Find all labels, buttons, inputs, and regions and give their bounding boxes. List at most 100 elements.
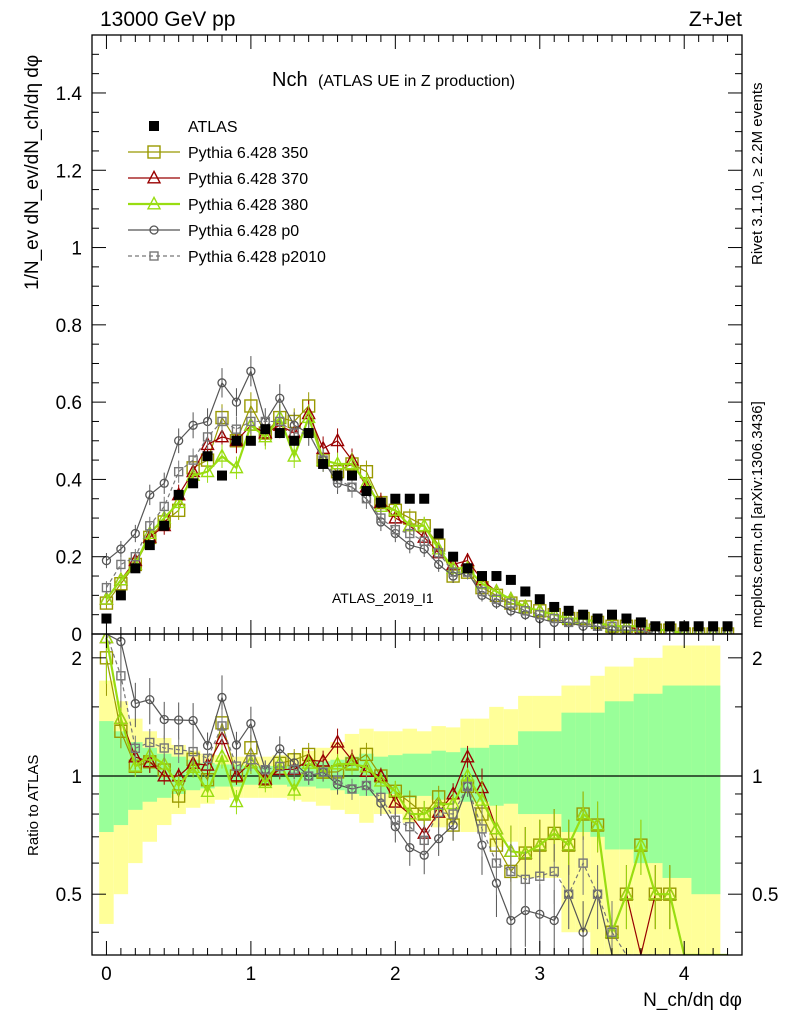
data-point-atlas — [621, 613, 632, 624]
point-pythia-6-428-p2010 — [621, 625, 632, 634]
y-tick-label: 1.4 — [56, 84, 83, 105]
y-tick-label: 1.2 — [56, 161, 82, 182]
point-pythia-6-428-p0 — [145, 490, 155, 500]
data-point-atlas — [419, 493, 430, 504]
ratio-point-pythia-6-428-380 — [200, 783, 215, 798]
ratio-band-inner — [677, 685, 692, 878]
data-point-atlas — [318, 458, 329, 469]
point-pythia-6-428-p2010 — [202, 432, 213, 442]
point-pythia-6-428-p0 — [231, 397, 242, 407]
ratio-point-pythia-6-428-p0 — [506, 915, 516, 926]
data-point-atlas — [274, 428, 285, 439]
ratio-point-pythia-6-428-p2010 — [116, 671, 126, 681]
ratio-point-pythia-6-428-p2010 — [361, 780, 372, 791]
ratio-point-pythia-6-428-p0 — [246, 718, 256, 729]
data-point-atlas — [462, 563, 473, 574]
ratio-band-inner — [547, 731, 562, 815]
point-pythia-6-428-p2010 — [188, 455, 198, 465]
ratio-y-tick-label: 0.5 — [56, 885, 82, 906]
ratio-point-pythia-6-428-380 — [214, 748, 230, 762]
ratio-point-pythia-6-428-p2010 — [332, 775, 343, 785]
legend: ATLAS Pythia 6.428 350 Pythia 6.428 370 Pyt… — [128, 119, 326, 266]
point-pythia-6-428-p2010 — [549, 613, 559, 624]
data-point-atlas — [245, 435, 256, 446]
ratio-line-pythia-6-428-p0 — [106, 634, 728, 955]
ratio-band-inner — [590, 712, 605, 837]
point-pythia-6-428-380 — [99, 591, 114, 605]
ratio-point-pythia-6-428-p2010 — [289, 764, 299, 775]
ratio-point-pythia-6-428-p0 — [159, 714, 169, 725]
ratio-point-pythia-6-428-380 — [619, 886, 634, 900]
ratio-point-pythia-6-428-p2010 — [462, 781, 473, 792]
ratio-point-pythia-6-428-380 — [330, 755, 345, 770]
data-point-atlas — [202, 451, 213, 462]
ratio-point-pythia-6-428-p2010 — [173, 745, 184, 755]
data-point-atlas — [144, 540, 155, 551]
data-point-atlas — [390, 493, 401, 504]
ratio-point-pythia-6-428-p2010 — [578, 858, 588, 868]
point-pythia-6-428-p2010 — [173, 466, 184, 477]
point-pythia-6-428-380 — [388, 502, 403, 516]
data-point-atlas — [592, 613, 603, 624]
ratio-point-pythia-6-428-p2010 — [275, 761, 285, 772]
data-point-atlas — [115, 590, 126, 601]
axes-layer: 0 0.2 0.4 0.6 0.8 1 1.2 1.4 0 1 2 3 4 0.5 0.5 1 1 2 2 — [56, 34, 778, 985]
x-tick-label: 2 — [390, 964, 401, 985]
legend-marker-pythia-6-428-p0 — [149, 225, 159, 235]
point-pythia-6-428-p0 — [130, 528, 140, 539]
ratio-point-pythia-6-428-p2010 — [491, 858, 502, 868]
x-tick-label: 1 — [246, 964, 257, 985]
ratio-point-pythia-6-428-p2010 — [217, 721, 227, 731]
legend-marker-pythia-6-428-370 — [146, 169, 162, 184]
ratio-point-pythia-6-428-370 — [229, 767, 244, 782]
ratio-point-pythia-6-428-380 — [287, 782, 302, 796]
ratio-point-pythia-6-428-380 — [373, 772, 389, 787]
data-point-atlas — [578, 609, 589, 620]
data-point-atlas — [433, 528, 444, 539]
ratio-point-pythia-6-428-p2010 — [433, 807, 444, 818]
point-pythia-6-428-p2010 — [405, 528, 415, 539]
x-tick-label: 0 — [101, 964, 112, 985]
ratio-band-inner — [662, 685, 677, 878]
ratio-y-axis-label: Ratio to ATLAS — [25, 755, 42, 856]
ratio-band-inner — [604, 701, 620, 850]
point-pythia-6-428-p2010 — [390, 524, 401, 535]
legend-marker-pythia-6-428-350 — [147, 145, 161, 159]
ratio-point-pythia-6-428-380 — [417, 805, 432, 820]
ratio-point-pythia-6-428-p0 — [405, 842, 415, 853]
ratio-point-pythia-6-428-380 — [575, 805, 591, 820]
point-pythia-6-428-380 — [723, 625, 732, 634]
point-pythia-6-428-370 — [200, 436, 215, 451]
point-pythia-6-428-p2010 — [535, 609, 545, 620]
point-pythia-6-428-380 — [694, 625, 703, 634]
ratio-line-pythia-6-428-380 — [105, 637, 728, 955]
point-pythia-6-428-p2010 — [376, 513, 386, 523]
data-point-atlas — [332, 470, 343, 481]
data-point-atlas — [188, 478, 199, 489]
ratio-point-pythia-6-428-p0 — [434, 834, 444, 844]
main-series-layer — [99, 356, 735, 634]
point-pythia-6-428-380 — [679, 625, 689, 634]
point-pythia-6-428-p0 — [246, 366, 256, 376]
data-point-atlas — [491, 571, 502, 582]
data-point-atlas — [477, 571, 487, 582]
point-pythia-6-428-370 — [634, 622, 648, 634]
ratio-band-inner — [633, 693, 649, 864]
ratio-point-pythia-6-428-p2010 — [535, 871, 545, 881]
y-tick-label: 1 — [71, 239, 82, 260]
point-pythia-6-428-p2010 — [491, 594, 502, 604]
legend-marker-pythia-6-428-380 — [146, 195, 162, 210]
data-point-atlas — [607, 609, 617, 620]
data-point-atlas — [708, 621, 719, 632]
ratio-point-pythia-6-428-380 — [590, 816, 605, 831]
ratio-point-pythia-6-428-p2010 — [376, 792, 386, 803]
point-pythia-6-428-370 — [330, 432, 345, 447]
header-left: 13000 GeV pp — [100, 8, 235, 31]
ratio-y-tick-label-right: 2 — [752, 649, 763, 670]
ratio-band-inner — [561, 712, 576, 833]
ratio-point-pythia-6-428-380 — [388, 783, 403, 797]
watermark: ATLAS_2019_I1 — [332, 590, 434, 606]
legend-label-pythia-6-428-370: Pythia 6.428 370 — [188, 171, 308, 188]
point-pythia-6-428-p0 — [217, 378, 227, 388]
ratio-frame — [91, 633, 743, 956]
